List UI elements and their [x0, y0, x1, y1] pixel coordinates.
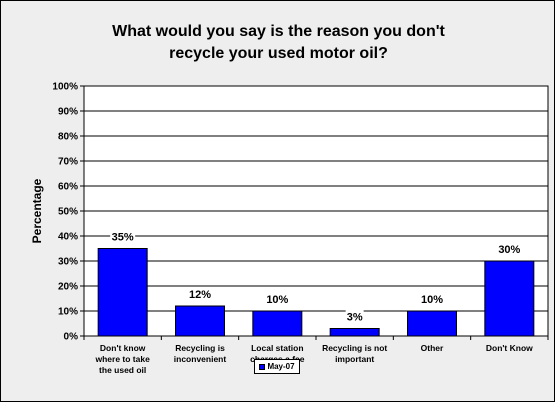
x-tick-label: Local station: [251, 343, 303, 353]
y-tick-label: 50%: [58, 207, 78, 218]
bar: [252, 310, 303, 337]
x-tick-label: where to take: [95, 354, 151, 364]
data-label-box: [345, 310, 364, 324]
legend-swatch: [259, 363, 266, 370]
bar: [407, 310, 457, 337]
data-label: 3%: [347, 312, 363, 324]
x-tick-label: Don't know: [100, 343, 146, 353]
data-label-box: [419, 293, 445, 306]
data-label: 10%: [421, 294, 443, 306]
x-tick-label: Other: [421, 343, 444, 353]
chart-title-line-2: recycle your used motor oil?: [169, 45, 388, 62]
y-tick-label: 0%: [64, 332, 79, 343]
y-tick-label: 40%: [58, 232, 78, 243]
data-label-box: [110, 230, 136, 244]
data-label: 30%: [498, 244, 520, 256]
y-tick-label: 70%: [58, 157, 78, 168]
data-label: 35%: [112, 232, 134, 244]
x-tick-label: inconvenient: [174, 354, 227, 364]
chart-title-line-1: What would you say is the reason you don…: [112, 23, 445, 40]
y-tick-label: 80%: [58, 132, 78, 143]
data-label-box: [264, 293, 290, 306]
y-axis-label: Percentage: [30, 178, 44, 243]
y-tick-label: 20%: [58, 282, 78, 293]
bar: [175, 305, 225, 337]
legend-label: May-07: [267, 362, 295, 371]
data-label-box: [187, 288, 213, 301]
y-tick-label: 90%: [58, 107, 78, 118]
y-tick-label: 30%: [58, 257, 78, 268]
bar: [329, 328, 380, 337]
legend: May-07: [254, 359, 300, 374]
y-tick-label: 60%: [58, 182, 78, 193]
x-tick-label: the used oil: [99, 365, 146, 375]
x-tick-label: important: [335, 354, 374, 364]
bar: [97, 248, 148, 337]
chart-title: What would you say is the reason you don…: [1, 21, 555, 65]
x-tick-label: Recycling is: [175, 343, 225, 353]
data-label: 12%: [189, 289, 211, 301]
y-tick-label: 100%: [52, 82, 78, 93]
x-tick-label: Don't Know: [486, 343, 533, 353]
data-label-box: [496, 243, 522, 256]
y-tick-label: 10%: [58, 307, 78, 318]
bar: [484, 260, 535, 337]
x-tick-label: Recycling is not: [322, 343, 387, 353]
data-label: 10%: [266, 294, 288, 306]
